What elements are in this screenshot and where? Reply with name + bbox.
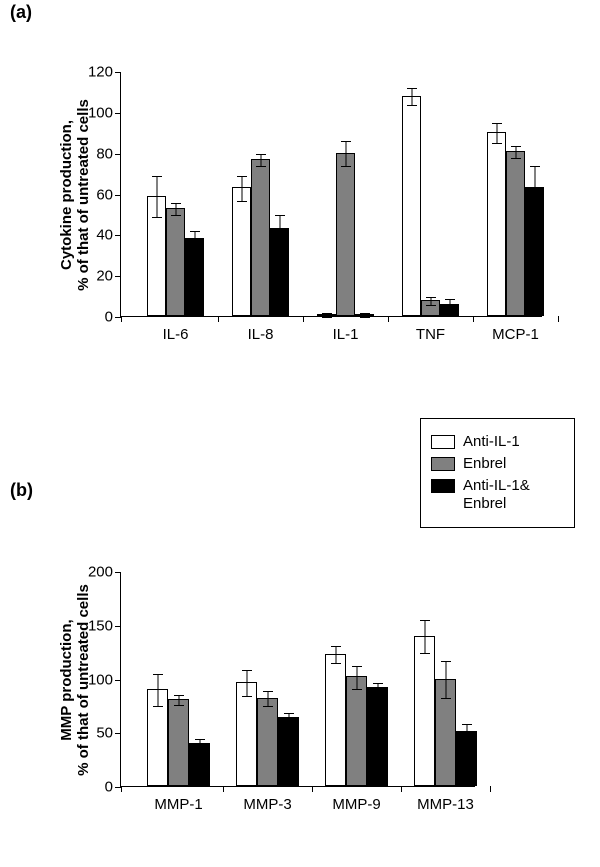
panel-a-label: (a) [10,2,32,23]
legend: Anti-IL-1 Enbrel Anti-IL-1&Enbrel [420,418,575,528]
bar [440,304,459,316]
y-tick [115,276,121,277]
y-axis-text-b1: MMP production, [58,619,75,740]
bar [147,689,168,786]
y-tick-label: 150 [88,617,113,634]
bar [336,153,355,316]
y-tick [115,626,121,627]
x-category-label: IL-8 [248,326,274,343]
y-tick [115,113,121,114]
y-tick-label: 120 [88,64,113,81]
x-category-label: MMP-3 [243,796,291,813]
bar [166,208,185,316]
bar [251,159,270,316]
bar [189,743,210,786]
bar [317,314,336,316]
y-tick [115,733,121,734]
bar [487,132,506,316]
x-category-label: IL-6 [163,326,189,343]
y-tick [115,154,121,155]
bar [414,636,435,787]
x-tick [388,316,389,322]
legend-label-anti-il1: Anti-IL-1 [463,433,520,451]
panel-b-plot: 050100150200MMP-1MMP-3MMP-9MMP-13 [120,572,475,787]
x-tick [223,786,224,792]
legend-swatch-both [431,479,455,493]
bar [257,698,278,786]
y-tick-label: 20 [96,268,113,285]
y-tick-label: 80 [96,145,113,162]
y-tick-label: 0 [105,309,113,326]
legend-item-both: Anti-IL-1&Enbrel [431,477,562,513]
bar [456,731,477,786]
x-tick [121,786,122,792]
panel-a-plot: 020406080100120IL-6IL-8IL-1TNFMCP-1 [120,72,542,317]
x-category-label: MCP-1 [492,326,539,343]
y-axis-text-a2: % of that of untreated cells [75,99,92,291]
bar [525,187,544,316]
legend-item-enbrel: Enbrel [431,455,562,473]
panel-a-y-axis-label: Cytokine production, % of that of untrea… [58,70,92,320]
panel-b-label: (b) [10,480,33,501]
y-tick-label: 0 [105,779,113,796]
x-tick [121,316,122,322]
y-tick-label: 50 [96,725,113,742]
legend-label-both: Anti-IL-1&Enbrel [463,477,530,513]
y-tick [115,195,121,196]
x-tick [303,316,304,322]
y-tick [115,235,121,236]
y-tick-label: 40 [96,227,113,244]
x-category-label: IL-1 [333,326,359,343]
bar [147,196,166,316]
y-tick-label: 100 [88,104,113,121]
panel-b-y-axis-label: MMP production, % of that of untreated c… [58,570,92,790]
x-tick [490,786,491,792]
y-tick [115,572,121,573]
y-tick [115,72,121,73]
x-category-label: MMP-1 [154,796,202,813]
bar [402,96,421,317]
bar [270,228,289,316]
legend-swatch-anti-il1 [431,435,455,449]
x-category-label: MMP-13 [417,796,474,813]
bar [435,679,456,787]
y-tick-label: 200 [88,564,113,581]
y-tick [115,680,121,681]
bar [236,682,257,786]
bar [278,717,299,786]
bar [232,187,251,316]
bar [346,676,367,786]
y-axis-text-a1: Cytokine production, [58,120,75,270]
x-tick [312,786,313,792]
x-tick [558,316,559,322]
y-tick-label: 60 [96,186,113,203]
x-category-label: MMP-9 [332,796,380,813]
bar [185,238,204,316]
bar [506,151,525,316]
x-tick [218,316,219,322]
y-tick-label: 100 [88,671,113,688]
legend-label-enbrel: Enbrel [463,455,506,473]
bar [355,314,374,316]
bar [325,654,346,786]
bar [367,687,388,786]
x-category-label: TNF [416,326,445,343]
bar [168,699,189,786]
legend-swatch-enbrel [431,457,455,471]
x-tick [401,786,402,792]
legend-item-anti-il1: Anti-IL-1 [431,433,562,451]
bar [421,300,440,316]
x-tick [473,316,474,322]
